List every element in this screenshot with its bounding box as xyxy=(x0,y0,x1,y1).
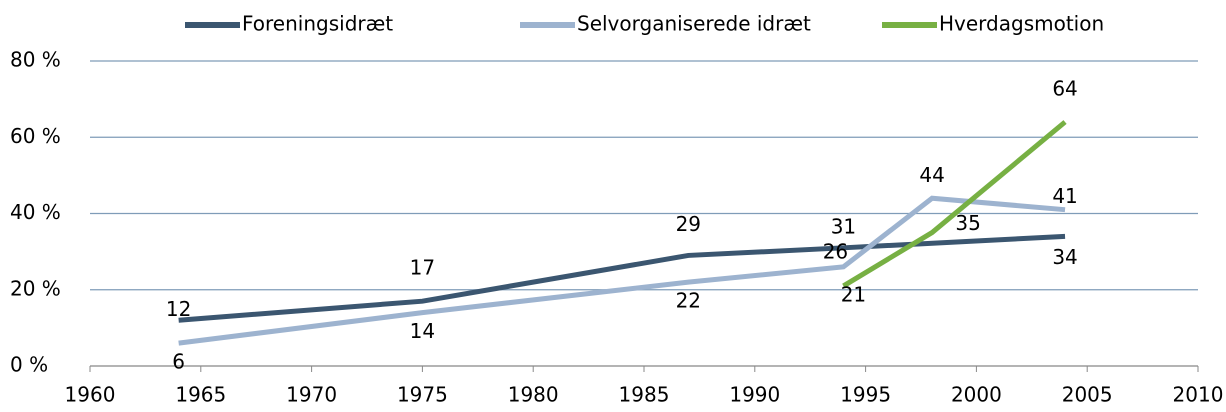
legend-label: Selvorganiserede idræt xyxy=(577,12,811,36)
data-label: 35 xyxy=(955,211,980,235)
data-label: 41 xyxy=(1052,184,1077,208)
series-line xyxy=(178,233,1066,323)
data-label: 44 xyxy=(919,163,944,187)
x-tick-label: 1970 xyxy=(286,383,337,407)
legend-label: Hverdagsmotion xyxy=(939,12,1104,36)
series-line xyxy=(178,195,1066,346)
data-label: 21 xyxy=(841,282,866,306)
x-tick-label: 2005 xyxy=(1062,383,1113,407)
data-label: 6 xyxy=(172,350,185,374)
data-label: 17 xyxy=(410,256,435,280)
x-tick-label: 1995 xyxy=(840,383,891,407)
y-tick-label: 40 % xyxy=(10,200,61,224)
data-label: 64 xyxy=(1052,77,1077,101)
data-label: 34 xyxy=(1052,245,1077,269)
x-tick-label: 2000 xyxy=(951,383,1002,407)
x-tick-label: 1980 xyxy=(508,383,559,407)
data-label: 22 xyxy=(676,289,701,313)
legend-label: Foreningsidræt xyxy=(242,12,393,36)
x-tick-label: 1960 xyxy=(65,383,116,407)
data-label: 26 xyxy=(823,239,848,263)
y-tick-label: 80 % xyxy=(10,48,61,72)
x-tick-label: 1990 xyxy=(729,383,780,407)
data-label: 12 xyxy=(166,297,191,321)
x-tick-label: 2010 xyxy=(1173,383,1224,407)
data-label: 31 xyxy=(831,214,856,238)
data-label: 29 xyxy=(676,212,701,236)
x-tick-label: 1965 xyxy=(175,383,226,407)
y-tick-label: 0 % xyxy=(10,353,48,377)
y-tick-label: 20 % xyxy=(10,276,61,300)
y-tick-label: 60 % xyxy=(10,124,61,148)
x-tick-label: 1975 xyxy=(397,383,448,407)
series-line xyxy=(842,120,1067,289)
x-tick-label: 1985 xyxy=(619,383,670,407)
data-label: 14 xyxy=(410,319,435,343)
